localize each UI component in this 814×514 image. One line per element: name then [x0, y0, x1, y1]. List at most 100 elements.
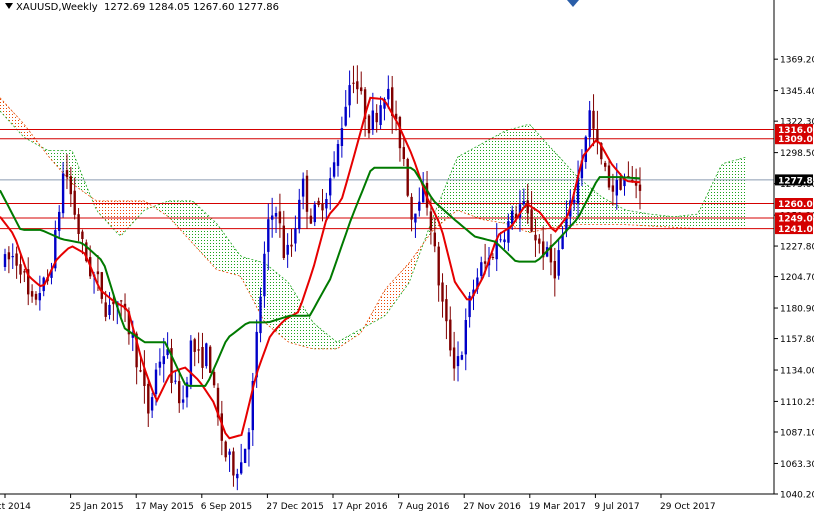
- x-tick-label: 5 Oct 2014: [0, 502, 31, 512]
- candle-body: [3, 254, 7, 267]
- candle-body: [143, 368, 146, 386]
- candle-body: [418, 201, 421, 211]
- candle-body: [580, 160, 584, 179]
- candle-body: [236, 473, 239, 479]
- candle-body: [329, 178, 332, 196]
- candle-body: [58, 211, 61, 231]
- candle-body: [271, 215, 274, 220]
- candle-body: [363, 89, 367, 120]
- candle-body: [240, 462, 243, 474]
- candle-body: [565, 218, 568, 232]
- candle-body: [100, 272, 103, 299]
- cloud-segment: [426, 124, 746, 240]
- level-label: 1260.00: [778, 200, 814, 210]
- candle-body: [538, 238, 541, 244]
- candle-body: [313, 204, 316, 223]
- candle-body: [255, 331, 258, 378]
- candle-body: [298, 199, 301, 230]
- candle-body: [576, 175, 580, 204]
- x-tick-label: 6 Sep 2015: [201, 502, 252, 512]
- candle-body: [205, 343, 208, 367]
- candle-body: [611, 185, 615, 192]
- candle-body: [108, 304, 111, 315]
- level-label: 1316.00: [778, 126, 814, 136]
- level-label-box: [775, 133, 813, 145]
- candle-body: [290, 244, 293, 247]
- y-tick-label: 1227.80: [780, 243, 814, 253]
- candle-body: [507, 221, 510, 243]
- candle-body: [178, 381, 181, 404]
- candle-body: [209, 346, 212, 373]
- candle-body: [11, 256, 14, 258]
- candle-body: [332, 162, 336, 177]
- candle-body: [495, 239, 498, 260]
- candle-body: [604, 162, 607, 167]
- candle-body: [189, 340, 193, 385]
- candle-body: [526, 200, 529, 214]
- candle-body: [96, 271, 100, 275]
- candle-body: [344, 106, 347, 126]
- candle-body: [170, 348, 173, 383]
- candle-body: [468, 295, 471, 318]
- candle-body: [301, 178, 305, 197]
- cloud-segment: [155, 200, 366, 349]
- candle-body: [429, 211, 433, 231]
- candle-body: [464, 320, 467, 355]
- candle-body: [27, 269, 30, 295]
- candle-body: [19, 264, 22, 275]
- candle-body: [522, 201, 525, 205]
- candle-body: [150, 397, 154, 411]
- candle-body: [104, 302, 107, 317]
- y-tick-label: 1345.40: [780, 87, 814, 97]
- candle-body: [480, 262, 483, 276]
- level-label: 1241.00: [778, 225, 814, 235]
- candle-body: [483, 261, 487, 264]
- candle-body: [615, 180, 618, 196]
- candle-body: [147, 383, 150, 414]
- indicator-lines: [0, 96, 641, 440]
- y-tick-label: 1180.90: [780, 305, 814, 315]
- candle-body: [197, 349, 200, 351]
- y-tick-label: 1063.30: [780, 460, 814, 470]
- candle-body: [243, 448, 247, 463]
- candle-body: [638, 184, 642, 191]
- candle-body: [437, 246, 440, 286]
- candle-body: [135, 333, 138, 368]
- candle-body: [534, 234, 537, 241]
- candle-body: [391, 87, 394, 116]
- candle-body: [112, 301, 115, 305]
- y-tick-label: 1369.20: [780, 56, 814, 66]
- candle-body: [584, 136, 587, 162]
- candle-body: [321, 204, 324, 211]
- candle-body: [15, 253, 18, 266]
- candle-body: [627, 176, 630, 177]
- x-tick-label: 17 Apr 2016: [332, 502, 388, 512]
- candle-body: [69, 176, 72, 195]
- candle-body: [452, 347, 456, 369]
- candle-body: [340, 128, 344, 146]
- candle-body: [379, 105, 382, 125]
- level-label: 1249.00: [778, 215, 814, 225]
- candle-body: [588, 110, 591, 138]
- candle-body: [491, 257, 495, 258]
- candle-body: [375, 112, 378, 123]
- candle-body: [162, 356, 165, 365]
- candle-body: [139, 370, 142, 372]
- candle-body: [348, 85, 351, 106]
- current-price-label-box: [775, 174, 813, 186]
- x-tick-label: 27 Nov 2016: [463, 502, 521, 512]
- candle-body: [120, 300, 123, 302]
- candle-body: [325, 199, 328, 209]
- shift-marker-icon[interactable]: [567, 0, 579, 7]
- candle-body: [81, 231, 84, 239]
- horizontal-levels: [0, 128, 774, 230]
- candle-body: [259, 296, 262, 334]
- candle-body: [174, 380, 177, 382]
- kijun-sen-line: [0, 166, 641, 387]
- candle-body: [278, 211, 282, 224]
- candle-body: [573, 200, 576, 203]
- candle-body: [360, 87, 363, 92]
- senkou-span-b: [0, 97, 746, 350]
